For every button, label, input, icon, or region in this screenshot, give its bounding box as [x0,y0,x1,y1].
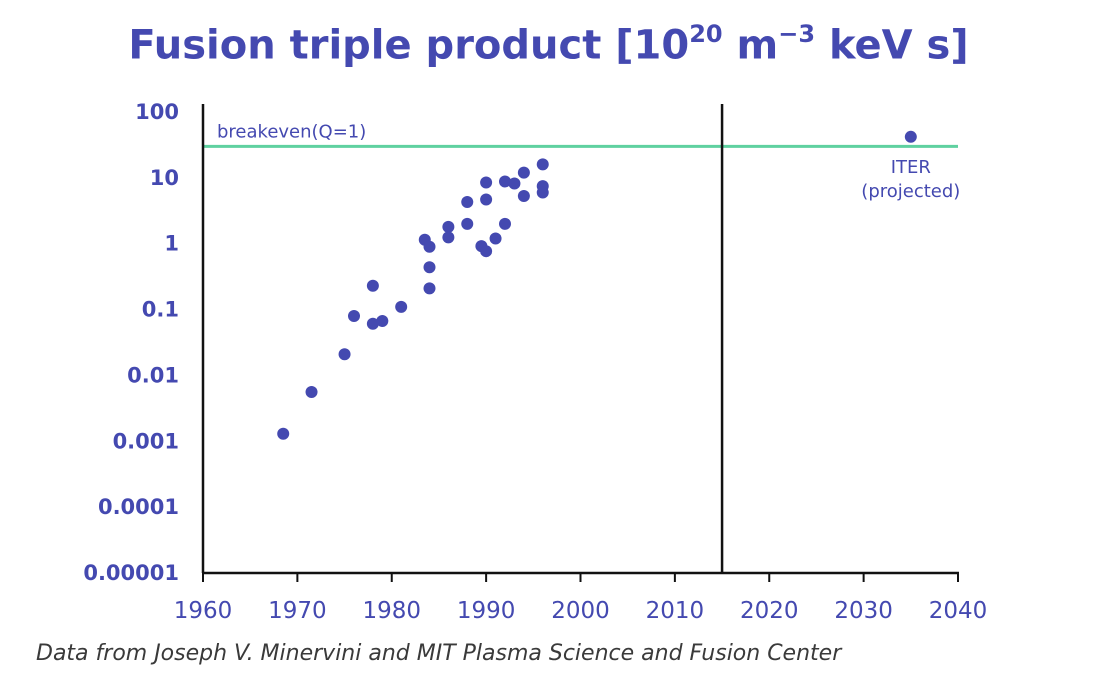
y-tick-label: 0.001 [113,429,179,453]
title-exponent-1: 20 [689,20,723,48]
x-tick-label: 2010 [646,598,705,624]
data-point [461,195,474,208]
iter-projected-label: (projected) [861,181,960,202]
y-tick-label: 10 [150,166,179,190]
title-middle: m [722,22,779,69]
data-points [277,130,917,440]
data-point [499,217,511,230]
data-point [442,231,455,244]
x-tick-label: 2030 [834,598,893,624]
data-point [423,282,436,295]
data-point [395,300,408,313]
data-point [536,158,549,171]
y-tick-label: 1 [164,232,179,256]
title-exponent-2: −3 [778,20,816,48]
data-point [536,186,549,199]
x-tick-label: 1960 [174,598,233,624]
x-tick-label: 1980 [362,598,421,624]
data-point [508,177,521,190]
data-point [480,193,493,206]
data-point [461,217,474,230]
x-tick-label: 2000 [551,598,610,624]
data-point [904,130,917,143]
title-prefix: Fusion triple product [10 [128,22,690,69]
axes-group [201,104,959,582]
data-point [277,427,290,440]
data-point [480,176,493,189]
data-point [348,309,360,322]
title-suffix: keV s] [815,22,969,69]
iter-label: ITER [891,157,931,178]
x-tick-label: 2020 [740,598,799,624]
data-point [423,261,436,274]
data-point [517,190,530,203]
annotations: ITER (projected) [861,157,960,202]
breakeven-group: breakeven(Q=1) [203,121,958,148]
data-point [338,348,351,361]
data-point [499,175,511,188]
y-tick-label: 0.0001 [98,495,179,519]
x-tick-label: 2040 [929,598,988,624]
source-caption: Data from Joseph V. Minervini and MIT Pl… [36,641,842,666]
data-point [366,317,379,330]
tick-labels: 1960 1970 1980 1990 2000 2010 2020 2030 2040 100 1… [83,100,987,624]
breakeven-label: breakeven(Q=1) [217,121,366,142]
data-point [442,220,455,233]
x-tick-label: 1970 [268,598,327,624]
y-tick-label: 100 [135,100,179,124]
data-point [376,315,389,328]
data-point [517,166,530,179]
data-point [366,279,379,292]
data-point [423,240,436,253]
y-tick-label: 0.1 [142,298,179,322]
x-tick-label: 1990 [457,598,516,624]
data-point [305,386,318,399]
y-tick-label: 0.01 [127,363,179,387]
chart-title: Fusion triple product [1020 m−3 keV s] [0,20,1097,69]
y-tick-label: 0.00001 [83,561,179,585]
data-point [480,245,493,258]
data-point [489,232,502,245]
